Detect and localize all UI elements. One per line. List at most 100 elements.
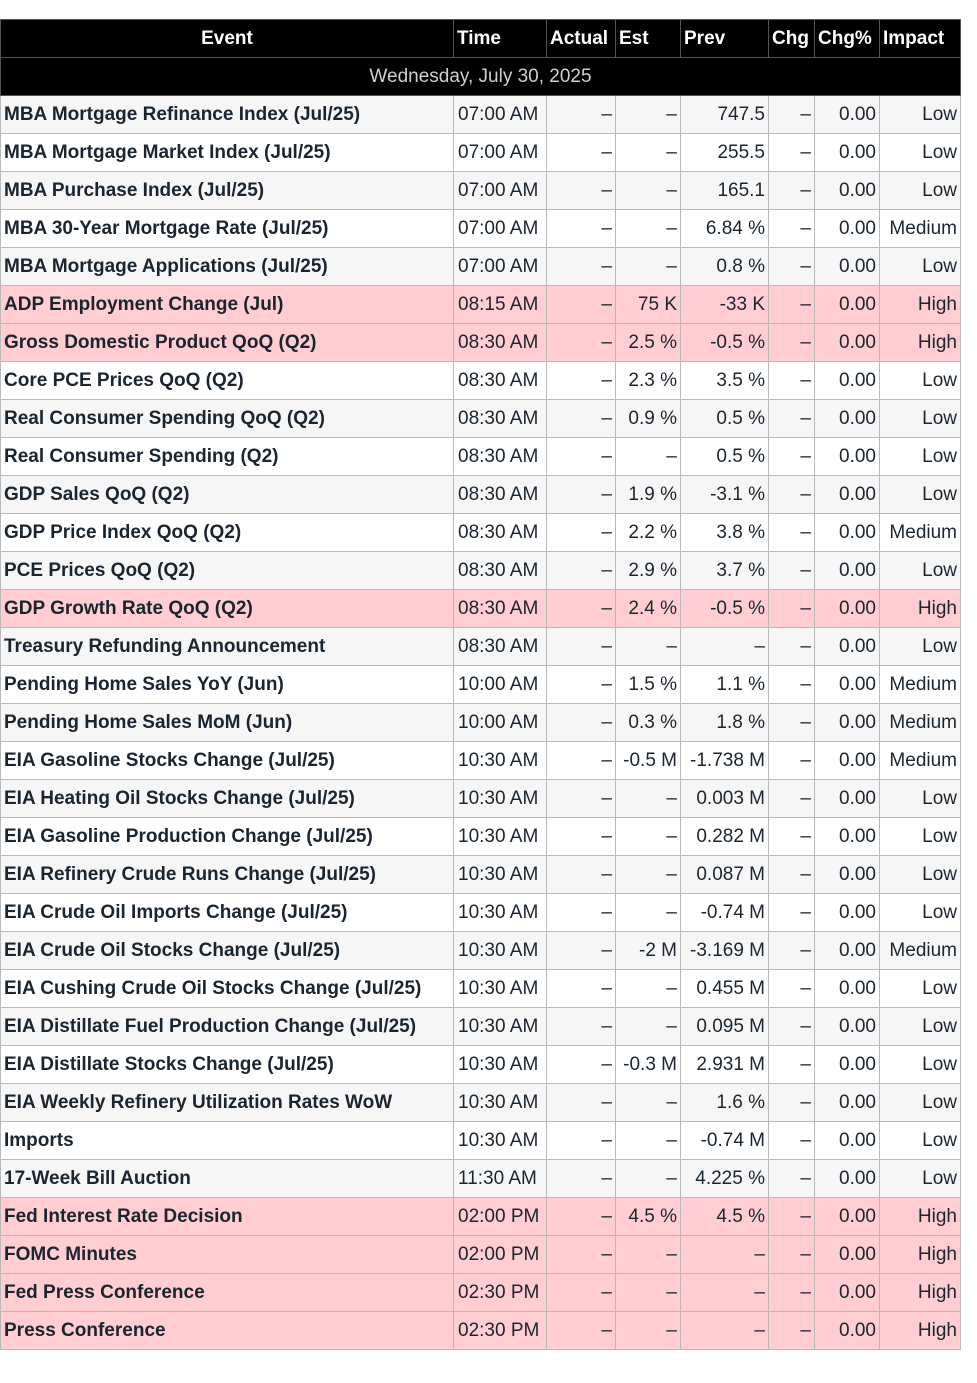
table-row[interactable]: Real Consumer Spending (Q2) 08:30 AM – –0.5…: [0, 437, 961, 476]
table-row[interactable]: EIA Distillate Stocks Change (Jul/25) 10:…: [0, 1045, 961, 1084]
chg-pct-cell: 0.00: [814, 437, 880, 476]
time-cell: 10:30 AM: [453, 1045, 547, 1084]
est-cell: –: [615, 627, 681, 666]
actual-cell: –: [546, 589, 616, 628]
chg-cell: –: [768, 741, 815, 780]
table-row[interactable]: Imports 10:30 AM – – -0.74 M –0.00 Low: [0, 1121, 961, 1160]
table-row[interactable]: GDP Sales QoQ (Q2) 08:30 AM –1.9 % -3.1 % –0…: [0, 475, 961, 514]
table-row[interactable]: EIA Gasoline Production Change (Jul/25) 1…: [0, 817, 961, 856]
table-row[interactable]: EIA Refinery Crude Runs Change (Jul/25) 1…: [0, 855, 961, 894]
table-row[interactable]: ADP Employment Change (Jul) 08:15 AM –75 K…: [0, 285, 961, 324]
impact-cell: Medium: [879, 703, 961, 742]
prev-cell: 0.5 %: [680, 399, 769, 438]
chg-pct-cell: 0.00: [814, 627, 880, 666]
est-cell: –: [615, 1235, 681, 1274]
column-header-event[interactable]: Event: [0, 19, 454, 58]
actual-cell: –: [546, 1197, 616, 1236]
impact-cell: High: [879, 285, 961, 324]
chg-pct-cell: 0.00: [814, 703, 880, 742]
table-row[interactable]: Core PCE Prices QoQ (Q2) 08:30 AM –2.3 % 3.…: [0, 361, 961, 400]
actual-cell: –: [546, 399, 616, 438]
event-cell: 17-Week Bill Auction: [0, 1159, 454, 1198]
chg-cell: –: [768, 1083, 815, 1122]
prev-cell: -3.169 M: [680, 931, 769, 970]
column-header-chg-pct[interactable]: Chg%: [814, 19, 880, 58]
time-cell: 08:30 AM: [453, 513, 547, 552]
impact-cell: Medium: [879, 209, 961, 248]
table-row[interactable]: EIA Distillate Fuel Production Change (J…: [0, 1007, 961, 1046]
table-row[interactable]: Pending Home Sales MoM (Jun) 10:00 AM –0.3…: [0, 703, 961, 742]
table-row[interactable]: Pending Home Sales YoY (Jun) 10:00 AM –1.5…: [0, 665, 961, 704]
impact-cell: Low: [879, 893, 961, 932]
column-header-time[interactable]: Time: [453, 19, 547, 58]
column-header-actual[interactable]: Actual: [546, 19, 616, 58]
table-row[interactable]: Fed Interest Rate Decision 02:00 PM –4.5 %…: [0, 1197, 961, 1236]
est-cell: –: [615, 209, 681, 248]
impact-cell: Low: [879, 95, 961, 134]
chg-pct-cell: 0.00: [814, 855, 880, 894]
table-row[interactable]: PCE Prices QoQ (Q2) 08:30 AM –2.9 % 3.7 % –0…: [0, 551, 961, 590]
prev-cell: 747.5: [680, 95, 769, 134]
est-cell: 2.2 %: [615, 513, 681, 552]
impact-cell: Low: [879, 399, 961, 438]
chg-cell: –: [768, 589, 815, 628]
column-header-impact[interactable]: Impact: [879, 19, 961, 58]
impact-cell: Low: [879, 1159, 961, 1198]
chg-cell: –: [768, 1045, 815, 1084]
table-row[interactable]: EIA Heating Oil Stocks Change (Jul/25) 10…: [0, 779, 961, 818]
table-row[interactable]: EIA Gasoline Stocks Change (Jul/25) 10:30…: [0, 741, 961, 780]
prev-cell: 1.6 %: [680, 1083, 769, 1122]
chg-cell: –: [768, 285, 815, 324]
table-row[interactable]: 17-Week Bill Auction 11:30 AM – –4.225 % –0.…: [0, 1159, 961, 1198]
table-row[interactable]: FOMC Minutes 02:00 PM – – – –0.00 High: [0, 1235, 961, 1274]
table-row[interactable]: MBA Mortgage Market Index (Jul/25) 07:00 …: [0, 133, 961, 172]
table-row[interactable]: EIA Cushing Crude Oil Stocks Change (Jul…: [0, 969, 961, 1008]
prev-cell: 165.1: [680, 171, 769, 210]
time-cell: 10:30 AM: [453, 817, 547, 856]
chg-cell: –: [768, 703, 815, 742]
actual-cell: –: [546, 1045, 616, 1084]
column-header-est[interactable]: Est: [615, 19, 681, 58]
impact-cell: Low: [879, 1007, 961, 1046]
chg-cell: –: [768, 1159, 815, 1198]
actual-cell: –: [546, 817, 616, 856]
actual-cell: –: [546, 1083, 616, 1122]
actual-cell: –: [546, 437, 616, 476]
table-row[interactable]: GDP Growth Rate QoQ (Q2) 08:30 AM –2.4 % -0…: [0, 589, 961, 628]
table-row[interactable]: Treasury Refunding Announcement 08:30 AM –…: [0, 627, 961, 666]
column-header-chg[interactable]: Chg: [768, 19, 815, 58]
time-cell: 07:00 AM: [453, 209, 547, 248]
chg-pct-cell: 0.00: [814, 779, 880, 818]
table-row[interactable]: Real Consumer Spending QoQ (Q2) 08:30 AM –…: [0, 399, 961, 438]
table-row[interactable]: EIA Weekly Refinery Utilization Rates Wo…: [0, 1083, 961, 1122]
table-row[interactable]: Fed Press Conference 02:30 PM – – – –0.00 High: [0, 1273, 961, 1312]
est-cell: –: [615, 133, 681, 172]
event-cell: Pending Home Sales YoY (Jun): [0, 665, 454, 704]
table-row[interactable]: Gross Domestic Product QoQ (Q2) 08:30 AM –…: [0, 323, 961, 362]
table-row[interactable]: MBA Mortgage Refinance Index (Jul/25) 07:…: [0, 95, 961, 134]
table-row[interactable]: MBA Purchase Index (Jul/25) 07:00 AM – –165…: [0, 171, 961, 210]
chg-pct-cell: 0.00: [814, 209, 880, 248]
time-cell: 08:30 AM: [453, 323, 547, 362]
prev-cell: –: [680, 627, 769, 666]
chg-cell: –: [768, 95, 815, 134]
est-cell: 0.9 %: [615, 399, 681, 438]
est-cell: –: [615, 1083, 681, 1122]
date-group-row: Wednesday, July 30, 2025: [0, 57, 961, 96]
prev-cell: –: [680, 1273, 769, 1312]
table-row[interactable]: Press Conference 02:30 PM – – – –0.00 High: [0, 1311, 961, 1350]
chg-cell: –: [768, 779, 815, 818]
table-row[interactable]: EIA Crude Oil Imports Change (Jul/25) 10:…: [0, 893, 961, 932]
chg-cell: –: [768, 969, 815, 1008]
column-header-prev[interactable]: Prev: [680, 19, 769, 58]
chg-pct-cell: 0.00: [814, 931, 880, 970]
event-cell: ADP Employment Change (Jul): [0, 285, 454, 324]
chg-cell: –: [768, 399, 815, 438]
table-row[interactable]: GDP Price Index QoQ (Q2) 08:30 AM –2.2 % 3.…: [0, 513, 961, 552]
impact-cell: Medium: [879, 513, 961, 552]
table-row[interactable]: EIA Crude Oil Stocks Change (Jul/25) 10:3…: [0, 931, 961, 970]
est-cell: –: [615, 855, 681, 894]
table-row[interactable]: MBA Mortgage Applications (Jul/25) 07:00 …: [0, 247, 961, 286]
table-row[interactable]: MBA 30-Year Mortgage Rate (Jul/25) 07:00 …: [0, 209, 961, 248]
prev-cell: 3.5 %: [680, 361, 769, 400]
